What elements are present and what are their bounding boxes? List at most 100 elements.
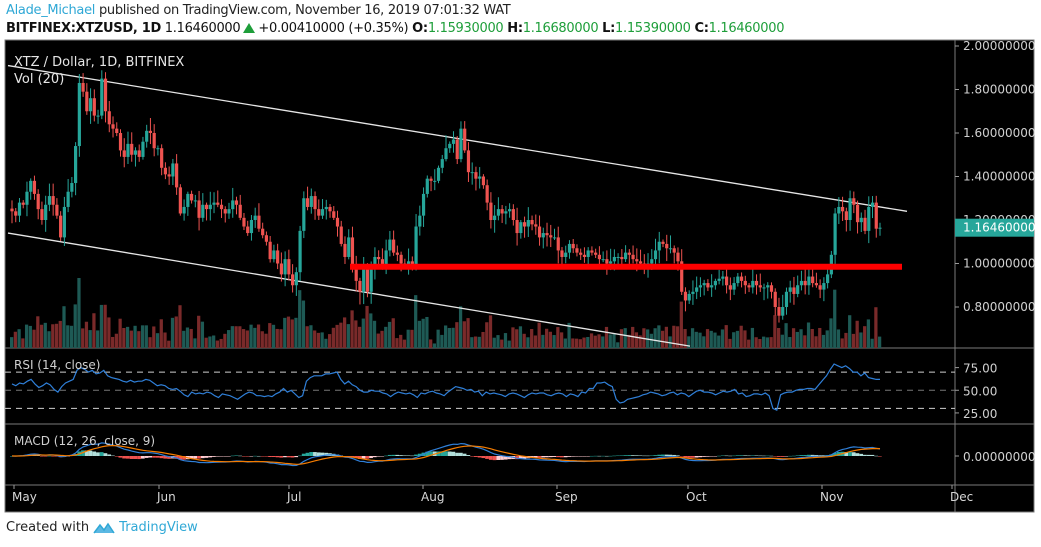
macd-histogram-bar [189,456,194,459]
candle-body [844,211,848,220]
candle-body [826,274,830,284]
volume-bar [612,333,616,348]
volume-bar [788,337,792,348]
macd-histogram-bar [806,454,811,456]
author-link[interactable]: Alade_Michael [6,3,96,18]
price-change: +0.00410000 (+0.35%) [258,21,409,36]
volume-bar [271,324,276,348]
candle-body [216,202,220,205]
volume-bar [305,326,309,348]
macd-histogram-bar [268,456,272,458]
tradingview-link[interactable]: TradingView [119,520,198,535]
candle-body [867,206,871,231]
macd-histogram-bar [178,456,183,460]
volume-bar [720,329,725,348]
macd-histogram-bar [451,451,456,456]
macd-histogram-bar [230,455,235,457]
macd-histogram-bar [92,451,97,456]
candle-body [96,115,100,117]
macd-histogram-bar [402,455,407,456]
volume-bar [634,332,639,348]
volume-bar [709,330,713,348]
volume-bar [313,330,317,348]
candle-body [21,202,25,205]
candle-body [571,243,575,249]
macd-histogram-bar [754,455,759,456]
candle-body [594,252,598,255]
volume-bar [563,338,567,348]
candle-body [736,276,740,284]
candle-body [44,204,48,220]
volume-bar [661,330,665,348]
volume-bar [649,333,654,348]
close-label: C: [694,21,709,36]
time-axis-label-sep: Sep [555,490,578,504]
volume-bar [331,327,335,348]
candle-body [466,150,471,173]
candle-body [55,204,59,216]
macd-histogram-bar [249,456,254,457]
volume-bar [608,334,612,348]
candle-body [332,211,336,218]
candle-body [62,206,66,238]
candle-body [515,220,519,234]
volume-bar [840,338,844,348]
volume-bar [99,304,104,348]
candle-body [17,202,22,216]
macd-histogram-bar [429,451,433,456]
volume-bar [294,317,298,348]
volume-bar [548,331,552,348]
support-level-line [350,263,902,270]
volume-bar [155,333,160,348]
macd-histogram-bar [410,455,415,457]
candle-body [717,278,721,281]
volume-bar [421,318,425,348]
macd-histogram-bar [234,455,239,456]
macd-histogram-bar [488,456,493,460]
macd-histogram-bar [541,456,546,458]
macd-histogram-bar [137,456,141,460]
volume-bar [601,336,605,348]
candle-body [440,159,444,168]
volume-bar [705,329,710,348]
macd-histogram-bar [578,456,583,457]
candle-body [743,280,747,286]
macd-histogram-bar [507,456,512,460]
macd-histogram-bar [477,456,482,458]
volume-bar [223,333,227,348]
macd-histogram-bar [219,456,224,457]
candle-body [380,259,384,266]
volume-bar [309,325,313,348]
candle-body [710,285,714,288]
candle-body [448,143,452,149]
macd-histogram-bar [563,456,568,458]
volume-bar [174,316,178,348]
volume-bar [335,324,339,348]
candle-body [781,307,785,316]
candle-body [852,198,856,205]
rsi-axis-label: 75.00 [963,362,997,376]
macd-histogram-bar [395,454,400,456]
macd-histogram-bar [223,456,227,457]
open-label: O: [412,21,428,36]
candle-body [85,91,89,112]
candle-body [294,272,298,286]
macd-histogram-bar [47,455,52,457]
candle-body [51,196,55,205]
candle-body [687,293,691,301]
volume-bar [245,330,249,348]
volume-bar [51,324,55,348]
macd-histogram-bar [833,452,837,456]
macd-histogram-bar [571,456,575,457]
volume-bar [657,325,661,348]
macd-histogram-bar [264,456,269,457]
candle-body [586,250,590,257]
candle-body [739,276,744,281]
low-label: L: [602,21,616,36]
candle-body [392,239,396,253]
candle-body [803,280,807,286]
volume-bar [417,320,422,348]
volume-bar [589,333,594,348]
macd-histogram-bar [406,455,411,456]
